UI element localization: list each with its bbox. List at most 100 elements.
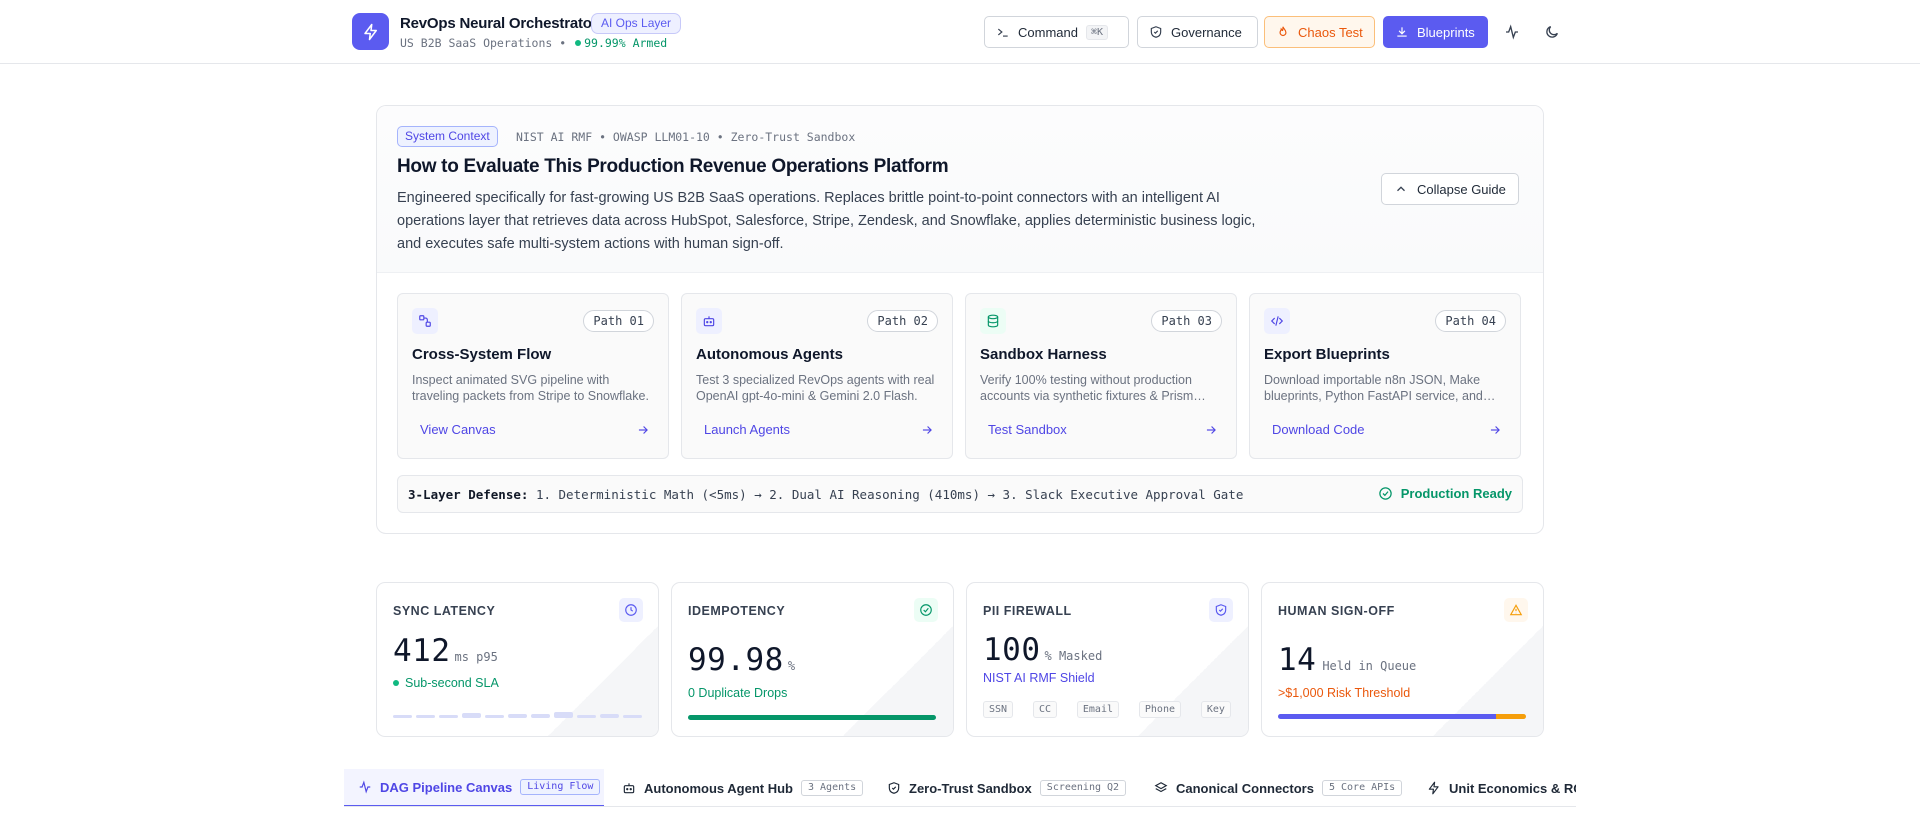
tab-dag-pipeline-canvas[interactable]: DAG Pipeline Canvas Living Flow bbox=[344, 769, 604, 806]
flow-icon bbox=[412, 308, 438, 334]
chaos-test-button[interactable]: Chaos Test bbox=[1264, 16, 1375, 48]
kpi-cards: SYNC LATENCY 412 ms p95 Sub-second SLA ID… bbox=[376, 582, 1544, 737]
bot-icon bbox=[696, 308, 722, 334]
top-header: RevOps Neural Orchestrator AI Ops Layer … bbox=[0, 0, 1920, 64]
evaluation-paths: Path 01 Cross-System Flow Inspect animat… bbox=[397, 293, 1523, 459]
kpi-idempotency: IDEMPOTENCY 99.98% 0 Duplicate Drops bbox=[671, 582, 954, 737]
path-description: Inspect animated SVG pipeline with trave… bbox=[412, 373, 649, 403]
risk-threshold: >$1,000 Risk Threshold bbox=[1278, 686, 1411, 700]
latency-unit: ms p95 bbox=[454, 650, 498, 664]
path-number: Path 01 bbox=[583, 310, 654, 332]
kpi-pii-firewall: PII FIREWALL 100% Masked NIST AI RMF Shi… bbox=[966, 582, 1249, 737]
launch-agents-link[interactable]: Launch Agents bbox=[704, 422, 791, 437]
kpi-human-signoff: HUMAN SIGN-OFF 14 Held in Queue >$1,000 R… bbox=[1261, 582, 1544, 737]
activity-toggle[interactable] bbox=[1500, 20, 1524, 44]
progress-fill-approved bbox=[1278, 714, 1497, 719]
code-icon bbox=[1264, 308, 1290, 334]
collapse-guide-button[interactable]: Collapse Guide bbox=[1381, 173, 1519, 205]
tab-label: DAG Pipeline Canvas bbox=[380, 779, 513, 795]
sparkline-bar bbox=[485, 715, 504, 718]
check-circle-icon bbox=[1379, 487, 1392, 500]
path-card-export-blueprints[interactable]: Path 04 Export Blueprints Download impor… bbox=[1249, 293, 1521, 459]
pii-tag: SSN bbox=[983, 701, 1014, 718]
kpi-label: IDEMPOTENCY bbox=[688, 604, 786, 618]
card-decoration bbox=[1138, 626, 1248, 736]
governance-label: Governance bbox=[1171, 24, 1242, 40]
main-tabs: DAG Pipeline Canvas Living Flow Autonomo… bbox=[344, 769, 1576, 807]
ai-ops-badge: AI Ops Layer bbox=[591, 13, 682, 34]
activity-icon bbox=[1506, 24, 1518, 40]
blueprints-button[interactable]: Blueprints bbox=[1383, 16, 1488, 48]
sparkline-bar bbox=[531, 714, 550, 718]
pii-unit: % Masked bbox=[1044, 649, 1103, 663]
path-title: Cross-System Flow bbox=[412, 346, 552, 363]
status-dot bbox=[575, 40, 582, 46]
path-card-autonomous-agents[interactable]: Path 02 Autonomous Agents Test 3 special… bbox=[681, 293, 953, 459]
app-title: RevOps Neural Orchestrator bbox=[400, 15, 598, 32]
path-card-sandbox-harness[interactable]: Path 03 Sandbox Harness Verify 100% test… bbox=[965, 293, 1237, 459]
tab-zero-trust-sandbox[interactable]: Zero-Trust Sandbox Screening Q2 bbox=[887, 769, 1127, 806]
download-icon bbox=[1397, 27, 1407, 37]
activity-icon bbox=[359, 780, 371, 794]
governance-button[interactable]: Governance bbox=[1137, 16, 1258, 48]
command-button[interactable]: Command ⌘K bbox=[984, 16, 1129, 48]
arrow-right-icon bbox=[1206, 426, 1216, 434]
tab-canonical-connectors[interactable]: Canonical Connectors 5 Core APIs bbox=[1154, 769, 1403, 806]
sparkline-bar bbox=[393, 715, 412, 718]
shield-icon bbox=[888, 782, 900, 794]
zap-icon bbox=[1428, 781, 1439, 795]
view-canvas-link[interactable]: View Canvas bbox=[420, 422, 496, 437]
guide-description: Engineered specifically for fast-growing… bbox=[397, 190, 1256, 252]
bot-icon bbox=[623, 783, 635, 794]
guide-title: How to Evaluate This Production Revenue … bbox=[397, 156, 949, 177]
evaluation-guide: System Context NIST AI RMF • OWASP LLM01… bbox=[376, 105, 1544, 534]
terminal-icon bbox=[997, 28, 1008, 37]
path-number: Path 04 bbox=[1435, 310, 1506, 332]
pii-tags: SSN CC Email Phone Key bbox=[983, 701, 1231, 718]
pii-tag: Email bbox=[1076, 701, 1119, 718]
pii-tag: CC bbox=[1032, 701, 1057, 718]
flame-icon bbox=[1279, 26, 1287, 37]
blueprints-label: Blueprints bbox=[1417, 24, 1475, 40]
chevron-up-icon bbox=[1397, 186, 1405, 192]
kpi-label: HUMAN SIGN-OFF bbox=[1278, 604, 1395, 618]
signoff-progress bbox=[1278, 714, 1526, 719]
guide-header: System Context NIST AI RMF • OWASP LLM01… bbox=[377, 106, 1543, 273]
tab-badge: Screening Q2 bbox=[1039, 780, 1127, 796]
sparkline-bar bbox=[462, 713, 481, 718]
pii-value: 100 bbox=[983, 632, 1041, 668]
path-title: Autonomous Agents bbox=[696, 346, 843, 363]
clock-icon bbox=[619, 598, 643, 622]
signoff-unit: Held in Queue bbox=[1322, 659, 1417, 673]
sparkline-bar bbox=[600, 714, 619, 718]
defense-text: 3-Layer Defense: 1. Deterministic Math (… bbox=[408, 487, 1243, 502]
path-card-cross-system-flow[interactable]: Path 01 Cross-System Flow Inspect animat… bbox=[397, 293, 669, 459]
path-title: Export Blueprints bbox=[1264, 346, 1390, 363]
path-title: Sandbox Harness bbox=[980, 346, 1107, 363]
path-number: Path 03 bbox=[1151, 310, 1222, 332]
sparkline-bar bbox=[623, 715, 642, 718]
tab-label: Zero-Trust Sandbox bbox=[909, 780, 1032, 796]
armed-status-text: 99.99% Armed bbox=[584, 36, 668, 50]
armed-status: 99.99% Armed bbox=[573, 36, 667, 50]
download-code-link[interactable]: Download Code bbox=[1272, 422, 1365, 437]
idempotency-progress bbox=[688, 715, 936, 720]
tab-unit-economics-roi[interactable]: Unit Economics & ROI bbox=[1427, 769, 1576, 806]
kpi-value: 100% Masked bbox=[983, 632, 1102, 668]
idempotency-value: 99.98 bbox=[688, 642, 784, 678]
command-shortcut: ⌘K bbox=[1085, 24, 1109, 40]
tab-autonomous-agent-hub[interactable]: Autonomous Agent Hub 3 Agents bbox=[622, 769, 864, 806]
bolt-icon bbox=[363, 23, 377, 40]
test-sandbox-link[interactable]: Test Sandbox bbox=[988, 422, 1067, 437]
database-icon bbox=[980, 308, 1006, 334]
pii-tag: Key bbox=[1200, 701, 1231, 718]
kpi-sync-latency: SYNC LATENCY 412 ms p95 Sub-second SLA bbox=[376, 582, 659, 737]
kpi-subtext: Sub-second SLA bbox=[393, 676, 499, 690]
theme-toggle[interactable] bbox=[1540, 20, 1564, 44]
subtitle-prefix: US B2B SaaS Operations • bbox=[400, 36, 567, 50]
kpi-value: 99.98% bbox=[688, 642, 795, 678]
arrow-right-icon bbox=[1490, 426, 1500, 434]
collapse-guide-label: Collapse Guide bbox=[1417, 181, 1506, 197]
kpi-label: PII FIREWALL bbox=[983, 604, 1072, 618]
latency-sla: Sub-second SLA bbox=[405, 676, 499, 690]
